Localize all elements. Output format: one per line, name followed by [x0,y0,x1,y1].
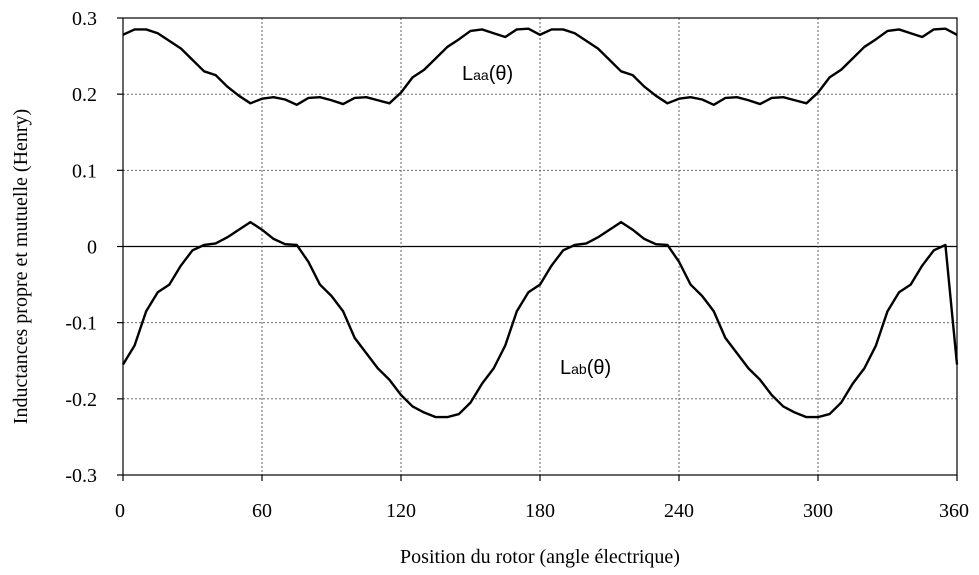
x-tick-label-360: 360 [939,500,969,522]
y-tick-label-5: -0.2 [65,389,97,411]
x-axis-title: Position du rotor (angle électrique) [400,546,680,568]
y-tick-label-3: 0 [87,237,97,259]
series-label-Laa: Laa(θ) [462,63,513,85]
y-tick-label-4: -0.1 [65,313,97,335]
x-tick-label-300: 300 [803,500,833,522]
x-tick-labels: 0 60 120 180 240 300 360 [115,500,969,522]
y-axis-title: Inductances propre et mutuelle (Henry) [10,109,32,424]
y-tick-label-2: 0.1 [72,160,97,182]
y-tick-label-6: -0.3 [65,465,97,487]
y-tick-label-1: 0.2 [72,84,97,106]
series-labels: Laa(θ) Lab(θ) [462,63,611,379]
series-label-Lab: Lab(θ) [560,357,611,379]
x-tick-label-60: 60 [252,500,272,522]
x-tick-label-180: 180 [525,500,555,522]
x-tick-label-240: 240 [664,500,694,522]
x-tick-label-0: 0 [115,500,125,522]
y-tick-label-0: 0.3 [72,8,97,30]
x-tick-label-120: 120 [386,500,416,522]
y-tick-labels: 0.3 0.2 0.1 0 -0.1 -0.2 -0.3 [65,8,97,487]
grid-lines [123,18,957,475]
